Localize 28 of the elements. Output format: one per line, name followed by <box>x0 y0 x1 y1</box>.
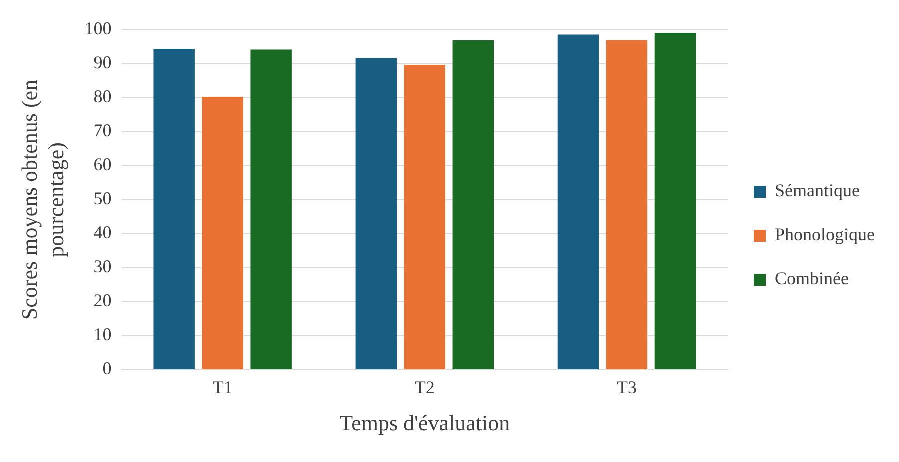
y-tick-label: 90 <box>94 52 112 73</box>
y-tick-label: 60 <box>94 154 112 175</box>
y-tick-label: 80 <box>94 86 112 107</box>
bar <box>250 50 292 370</box>
y-tick-label: 40 <box>94 222 112 243</box>
bar <box>452 40 494 370</box>
y-tick-label: 20 <box>94 290 112 311</box>
bar <box>154 49 195 370</box>
bar <box>404 65 446 370</box>
x-tick-label: T2 <box>414 378 435 398</box>
y-tick-label: 50 <box>94 188 112 209</box>
bar <box>202 96 244 370</box>
y-tick-label: 10 <box>94 324 112 345</box>
legend-label: Combinée <box>775 268 849 289</box>
bar <box>558 34 600 370</box>
bar <box>654 33 696 370</box>
legend-label: Phonologique <box>775 224 876 245</box>
y-tick-label: 30 <box>94 256 112 277</box>
x-tick-label: T3 <box>616 378 637 398</box>
legend-label: Sémantique <box>775 180 860 201</box>
bar <box>606 40 648 370</box>
x-axis-title: Temps d'évaluation <box>340 410 510 436</box>
y-tick-label: 100 <box>84 18 112 39</box>
x-tick-label: T1 <box>212 378 233 398</box>
bar <box>356 58 398 370</box>
y-tick-label: 0 <box>102 358 112 379</box>
y-tick-label: 70 <box>94 120 112 141</box>
y-axis-title: Scores moyens obtenus (en pourcentage) <box>16 80 68 320</box>
